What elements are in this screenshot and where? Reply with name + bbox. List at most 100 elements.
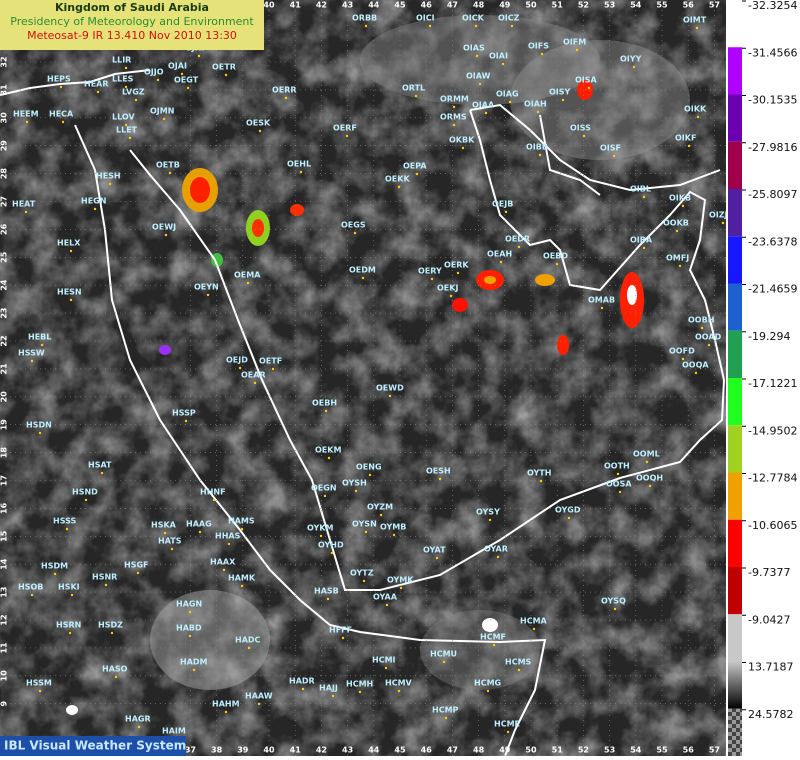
latitude-label: 28 <box>0 168 9 180</box>
station-label: OENG <box>356 463 382 472</box>
station-label: OIAA <box>472 101 495 110</box>
station-label: ORMM <box>440 95 469 104</box>
station-label: OYAR <box>484 545 508 554</box>
latitude-label: 19 <box>0 419 9 431</box>
station-dot <box>319 534 323 538</box>
station-label: OOQH <box>636 474 663 483</box>
station-dot <box>600 306 604 310</box>
longitude-label: 49 <box>499 1 511 10</box>
station-dot <box>164 233 168 237</box>
station-label: HCME <box>494 720 520 729</box>
scale-label: -23.6378 <box>748 235 797 248</box>
station-dot <box>499 260 503 264</box>
station-dot <box>40 343 44 347</box>
station-dot <box>156 78 160 82</box>
station-label: HADC <box>235 636 261 645</box>
station-dot <box>452 105 456 109</box>
station-dot <box>385 603 389 607</box>
station-dot <box>678 264 682 268</box>
station-dot <box>648 484 652 488</box>
station-label: HAAG <box>186 520 212 529</box>
station-label: OEDM <box>349 266 376 275</box>
latitude-label: 30 <box>0 112 9 124</box>
footer-box <box>0 736 186 756</box>
station-dot <box>721 221 725 225</box>
station-label: OJMN <box>150 107 174 116</box>
station-dot <box>331 694 335 698</box>
station-dot <box>168 171 172 175</box>
longitude-label: 56 <box>683 746 695 755</box>
station-label: HEEM <box>13 110 39 119</box>
station-dot <box>435 556 439 560</box>
station-dot <box>327 456 331 460</box>
station-label: OEKK <box>385 175 410 184</box>
station-dot <box>474 24 478 28</box>
station-dot <box>687 144 691 148</box>
station-label: HAMS <box>228 517 255 526</box>
station-label: HCMI <box>372 656 396 665</box>
latitude-label: 18 <box>0 447 9 459</box>
station-dot <box>38 431 42 435</box>
station-label: OISS <box>570 124 591 133</box>
longitude-label: 47 <box>447 746 458 755</box>
station-label: OOSA <box>606 480 632 489</box>
station-label: HEAR <box>84 80 109 89</box>
scale-swatch <box>728 0 742 48</box>
longitude-label: 45 <box>394 746 406 755</box>
station-dot <box>53 572 57 576</box>
station-label: OYHD <box>318 541 344 550</box>
station-dot <box>707 343 711 347</box>
station-dot <box>323 494 327 498</box>
scale-label: -27.9816 <box>748 141 797 154</box>
station-dot <box>110 631 114 635</box>
station-dot <box>696 115 700 119</box>
station-label: HSRN <box>56 621 81 630</box>
station-label: HADM <box>180 658 208 667</box>
latitude-label: 15 <box>0 530 9 542</box>
scale-swatch <box>728 330 742 378</box>
longitude-label: 49 <box>499 746 511 755</box>
station-dot <box>124 123 128 127</box>
longitude-label: 50 <box>525 1 537 10</box>
station-dot <box>206 293 210 297</box>
station-dot <box>358 690 362 694</box>
station-label: LLOV <box>112 113 135 122</box>
station-dot <box>170 547 174 551</box>
station-dot <box>675 229 679 233</box>
scale-label: -17.1221 <box>748 377 797 390</box>
coastlines <box>0 69 726 757</box>
station-label: OEPA <box>403 162 427 171</box>
station-label: OYTH <box>527 469 551 478</box>
station-dot <box>30 359 34 363</box>
station-label: OOBH <box>688 316 714 325</box>
station-label: OIAH <box>524 100 547 109</box>
station-dot <box>247 646 251 650</box>
scale-swatch <box>728 708 742 756</box>
station-dot <box>492 643 496 647</box>
station-dot <box>136 571 140 575</box>
longitude-label: 39 <box>237 746 249 755</box>
station-label: HAIM <box>162 727 186 736</box>
station-dot <box>96 90 100 94</box>
longitude-label: 44 <box>368 746 380 755</box>
scale-label: -10.6065 <box>748 519 797 532</box>
latitude-label: 22 <box>0 335 9 346</box>
station-dot <box>575 48 579 52</box>
station-dot <box>510 24 514 28</box>
station-label: OYSN <box>352 520 377 529</box>
longitude-label: 53 <box>604 1 615 10</box>
station-label: OESH <box>426 467 451 476</box>
scale-label: -12.7784 <box>748 472 797 485</box>
station-label: OIBA <box>630 236 653 245</box>
station-label: HSAT <box>88 461 112 470</box>
station-label: HABD <box>176 624 202 633</box>
station-dot <box>124 85 128 89</box>
station-label: HSGF <box>124 561 149 570</box>
station-label: OMFJ <box>666 254 689 263</box>
station-label: HADR <box>289 677 315 686</box>
scale-swatch <box>728 141 742 189</box>
latitude-label: 14 <box>0 558 9 570</box>
station-dot <box>222 568 226 572</box>
longitude-label: 42 <box>316 746 327 755</box>
longitude-label: 50 <box>525 746 537 755</box>
